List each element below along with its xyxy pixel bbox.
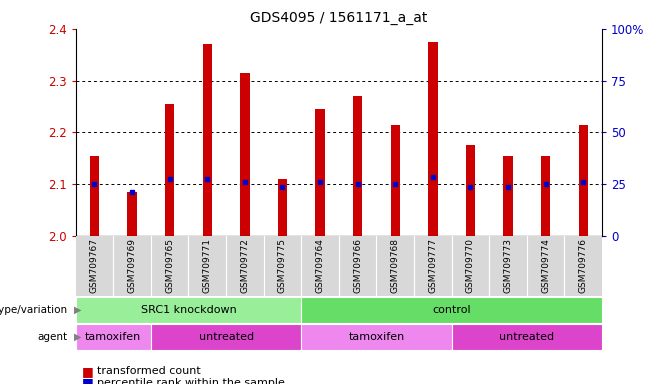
Bar [503,156,513,236]
Bar [353,96,363,236]
Bar [240,73,249,236]
Text: GSM709768: GSM709768 [391,238,400,293]
Bar [165,104,174,236]
Bar [466,146,475,236]
Bar [391,125,400,236]
Text: GSM709772: GSM709772 [240,238,249,293]
Text: GSM709774: GSM709774 [541,238,550,293]
Bar [428,42,438,236]
Text: ▶: ▶ [74,305,82,315]
Text: agent: agent [38,332,68,342]
Text: GSM709777: GSM709777 [428,238,438,293]
Text: GSM709766: GSM709766 [353,238,362,293]
Text: percentile rank within the sample: percentile rank within the sample [97,378,285,384]
Text: untreated: untreated [199,332,253,342]
Bar [203,44,212,236]
Text: control: control [432,305,471,315]
Text: GSM709769: GSM709769 [128,238,137,293]
Text: ▶: ▶ [74,332,82,342]
Text: ■: ■ [82,376,98,384]
Text: transformed count: transformed count [97,366,201,376]
Title: GDS4095 / 1561171_a_at: GDS4095 / 1561171_a_at [250,11,428,25]
Text: ■: ■ [82,365,98,378]
Bar [578,125,588,236]
Text: untreated: untreated [499,332,555,342]
Text: genotype/variation: genotype/variation [0,305,68,315]
Text: GSM709770: GSM709770 [466,238,475,293]
Text: tamoxifen: tamoxifen [348,332,405,342]
Text: GSM709764: GSM709764 [316,238,324,293]
Text: GSM709773: GSM709773 [503,238,513,293]
Bar [315,109,325,236]
Text: tamoxifen: tamoxifen [85,332,141,342]
Text: GSM709771: GSM709771 [203,238,212,293]
Text: GSM709767: GSM709767 [90,238,99,293]
Bar [89,156,99,236]
Bar [128,192,137,236]
Bar [278,179,287,236]
Bar [541,156,550,236]
Text: GSM709765: GSM709765 [165,238,174,293]
Text: SRC1 knockdown: SRC1 knockdown [141,305,236,315]
Text: GSM709776: GSM709776 [579,238,588,293]
Text: GSM709775: GSM709775 [278,238,287,293]
